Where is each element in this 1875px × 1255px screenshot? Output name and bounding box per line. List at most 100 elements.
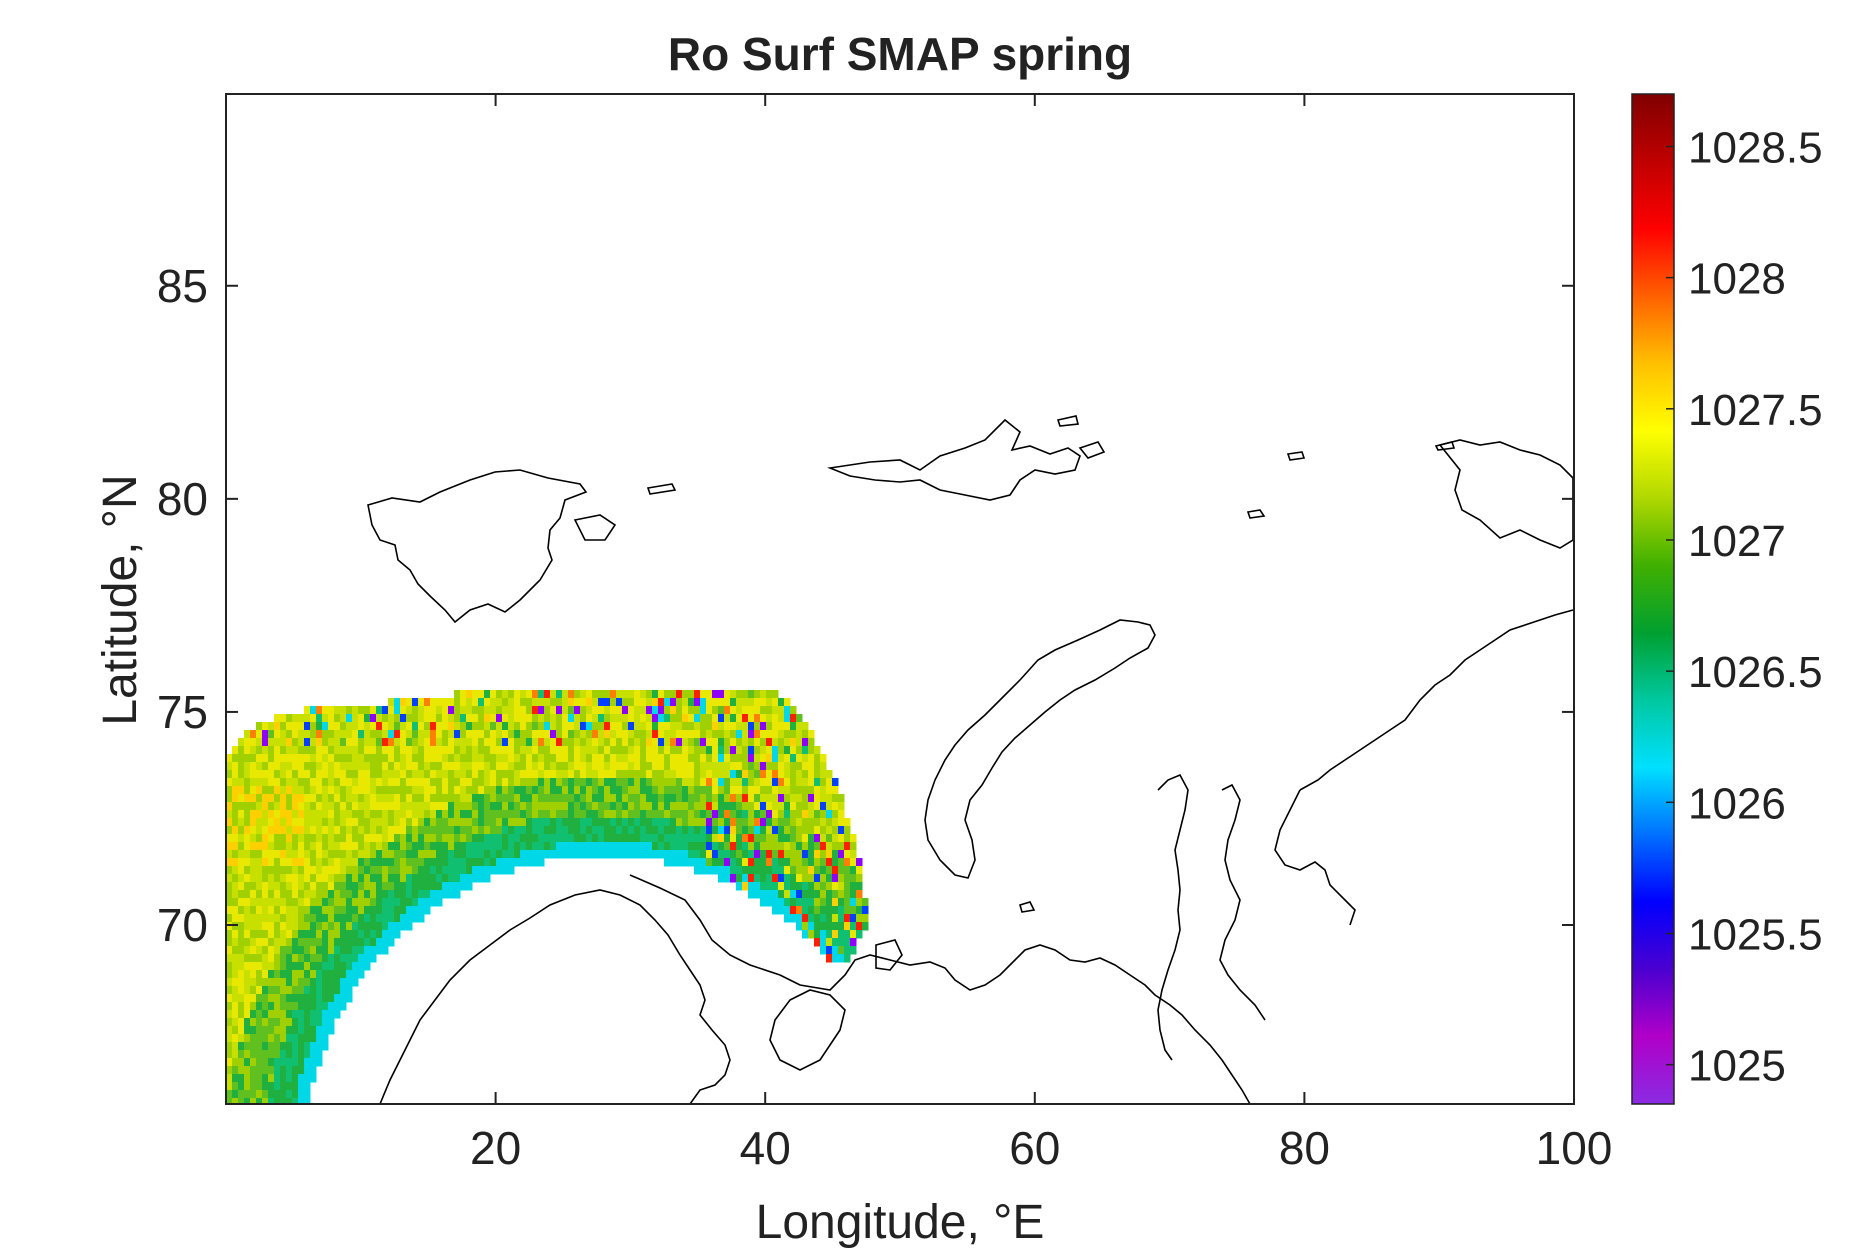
heatmap-cell xyxy=(238,778,245,787)
heatmap-cell xyxy=(664,794,671,803)
heatmap-cell xyxy=(364,890,371,899)
heatmap-cell xyxy=(352,874,359,883)
heatmap-cell xyxy=(346,842,353,851)
heatmap-cell xyxy=(454,794,461,803)
heatmap-cell xyxy=(328,810,335,819)
heatmap-cell xyxy=(526,818,533,827)
heatmap-cell xyxy=(478,802,485,811)
heatmap-cell xyxy=(472,866,479,875)
heatmap-cell xyxy=(826,818,833,827)
heatmap-cell xyxy=(304,946,311,955)
heatmap-cell xyxy=(622,802,629,811)
heatmap-cell xyxy=(724,746,731,755)
heatmap-cell xyxy=(328,802,335,811)
heatmap-cell xyxy=(472,698,479,707)
heatmap-cell xyxy=(448,882,455,891)
heatmap-cell xyxy=(742,818,749,827)
heatmap-cell xyxy=(754,818,761,827)
heatmap-cell xyxy=(352,762,359,771)
heatmap-cell xyxy=(682,778,689,787)
heatmap-cell xyxy=(418,802,425,811)
heatmap-cell xyxy=(724,754,731,763)
heatmap-cell xyxy=(424,730,431,739)
heatmap-cell xyxy=(340,770,347,779)
heatmap-cell xyxy=(238,914,245,923)
heatmap-cell xyxy=(652,738,659,747)
heatmap-cell xyxy=(520,778,527,787)
heatmap-cell xyxy=(298,938,305,947)
heatmap-cell xyxy=(316,1042,323,1051)
heatmap-cell xyxy=(358,754,365,763)
heatmap-cell xyxy=(334,970,341,979)
heatmap-cell xyxy=(742,770,749,779)
heatmap-cell xyxy=(400,914,407,923)
heatmap-cell xyxy=(454,738,461,747)
heatmap-cell xyxy=(436,818,443,827)
heatmap-cell xyxy=(226,858,233,867)
heatmap-cell xyxy=(634,738,641,747)
heatmap-cell xyxy=(496,826,503,835)
heatmap-cell xyxy=(424,850,431,859)
heatmap-cell xyxy=(226,754,233,763)
heatmap-cell xyxy=(514,722,521,731)
heatmap-cell xyxy=(268,1074,275,1083)
heatmap-cell xyxy=(238,1042,245,1051)
heatmap-cell xyxy=(226,994,233,1003)
heatmap-cell xyxy=(322,986,329,995)
heatmap-cell xyxy=(328,994,335,1003)
heatmap-cell xyxy=(610,802,617,811)
heatmap-cell xyxy=(250,786,257,795)
heatmap-cell xyxy=(226,842,233,851)
heatmap-cell xyxy=(238,746,245,755)
heatmap-cell xyxy=(250,1074,257,1083)
heatmap-cell xyxy=(394,850,401,859)
heatmap-cell xyxy=(676,786,683,795)
heatmap-cell xyxy=(688,810,695,819)
heatmap-cell xyxy=(316,786,323,795)
heatmap-cell xyxy=(484,818,491,827)
heatmap-cell xyxy=(772,786,779,795)
heatmap-cell xyxy=(724,730,731,739)
heatmap-cell xyxy=(778,698,785,707)
heatmap-cell xyxy=(640,722,647,731)
heatmap-cell xyxy=(238,906,245,915)
heatmap-cell xyxy=(820,858,827,867)
heatmap-cell xyxy=(310,970,317,979)
heatmap-cell xyxy=(616,722,623,731)
heatmap-cell xyxy=(562,826,569,835)
heatmap-cell xyxy=(310,890,317,899)
heatmap-cell xyxy=(298,1026,305,1035)
heatmap-cell xyxy=(718,858,725,867)
heatmap-cell xyxy=(634,818,641,827)
heatmap-cell xyxy=(526,730,533,739)
heatmap-cell xyxy=(286,1042,293,1051)
heatmap-cell xyxy=(598,778,605,787)
heatmap-cell xyxy=(340,714,347,723)
heatmap-cell xyxy=(346,826,353,835)
heatmap-cell xyxy=(448,818,455,827)
heatmap-cell xyxy=(760,858,767,867)
heatmap-cell xyxy=(838,794,845,803)
heatmap-cell xyxy=(694,738,701,747)
heatmap-cell xyxy=(346,778,353,787)
heatmap-cell xyxy=(736,858,743,867)
heatmap-cell xyxy=(814,866,821,875)
heatmap-cell xyxy=(838,858,845,867)
heatmap-cell xyxy=(556,754,563,763)
heatmap-cell xyxy=(544,714,551,723)
heatmap-cell xyxy=(574,834,581,843)
heatmap-cell xyxy=(286,938,293,947)
heatmap-cell xyxy=(280,914,287,923)
heatmap-cell xyxy=(418,730,425,739)
x-tick-label: 60 xyxy=(1009,1122,1060,1174)
heatmap-cell xyxy=(256,1066,263,1075)
heatmap-cell xyxy=(388,850,395,859)
heatmap-cell xyxy=(466,794,473,803)
heatmap-cell xyxy=(838,890,845,899)
heatmap-cell xyxy=(316,866,323,875)
heatmap-cell xyxy=(700,826,707,835)
heatmap-cell xyxy=(304,714,311,723)
heatmap-cell xyxy=(352,858,359,867)
heatmap-cell xyxy=(304,914,311,923)
